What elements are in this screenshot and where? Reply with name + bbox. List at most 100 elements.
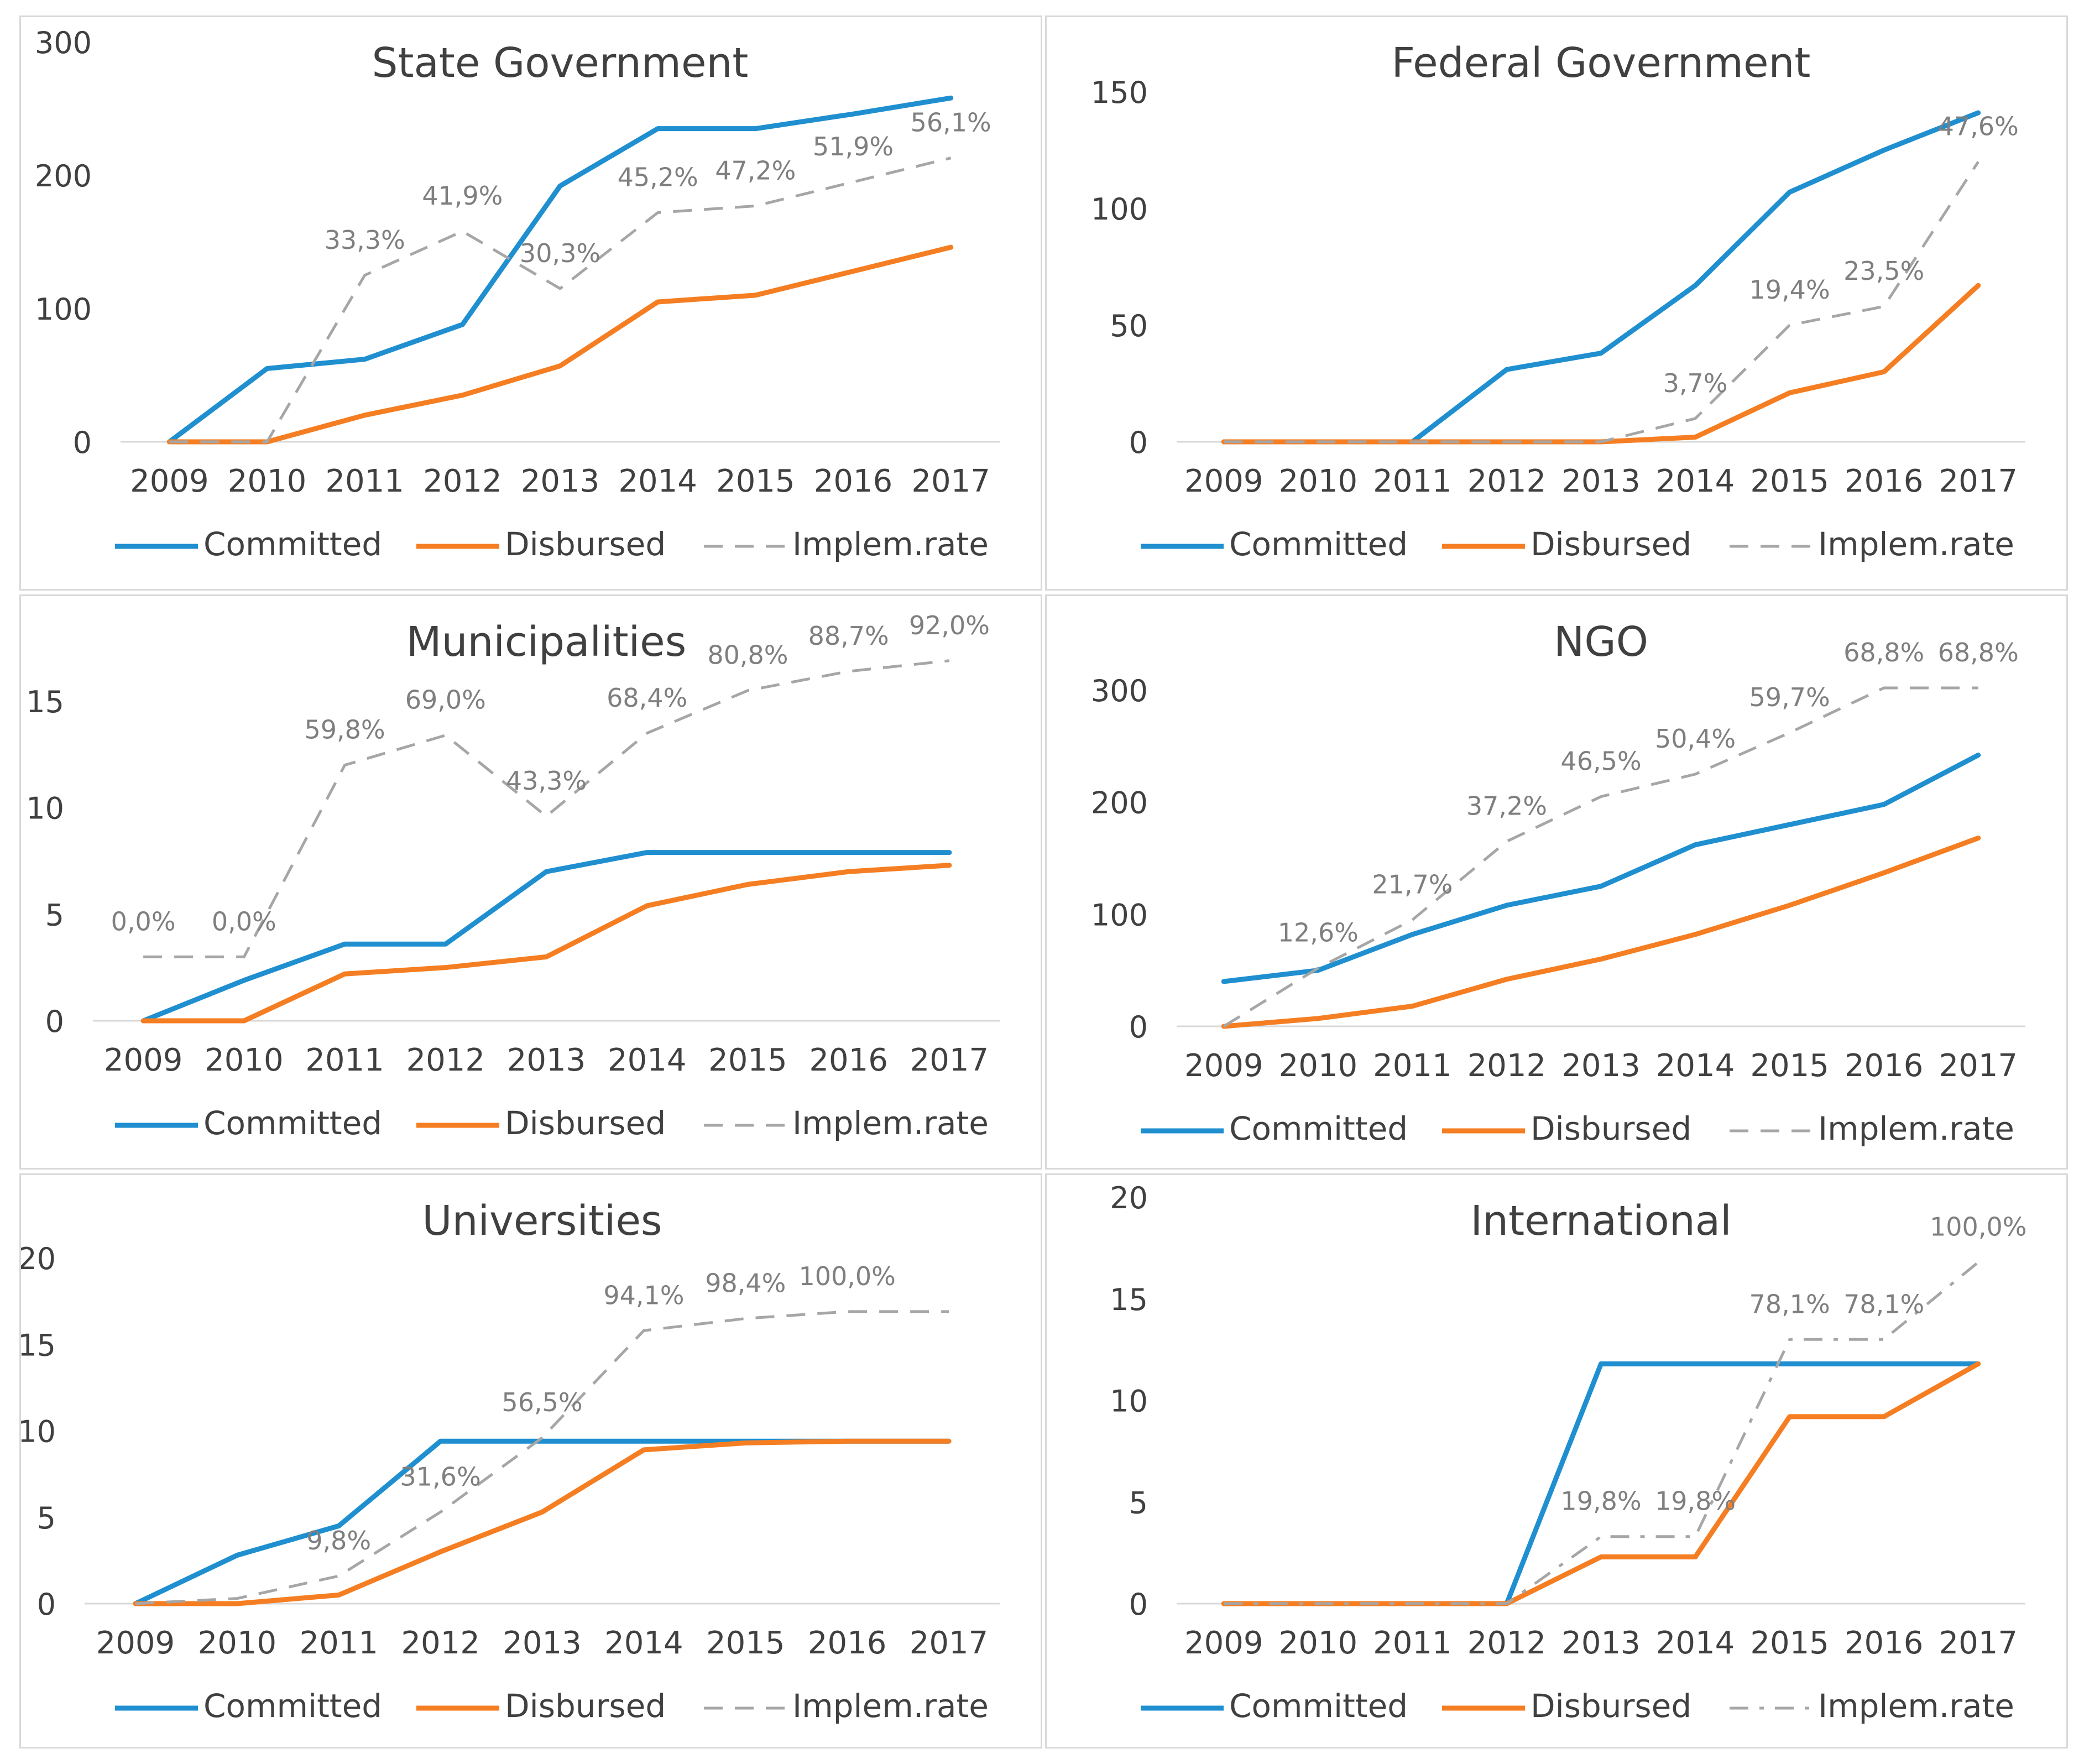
- x-tick-label: 2014: [604, 1625, 683, 1661]
- data-label: 47,6%: [1938, 112, 2019, 142]
- x-tick-label: 2016: [809, 1042, 888, 1078]
- x-tick-label: 2010: [198, 1625, 277, 1661]
- legend-label-disbursed: Disbursed: [1531, 1110, 1691, 1147]
- y-tick-label: 10: [26, 791, 64, 826]
- data-point-implem-rate: [1883, 305, 1885, 307]
- legend-label-disbursed: Disbursed: [1531, 525, 1691, 563]
- y-tick-label: 5: [37, 1501, 56, 1536]
- x-tick-label: 2014: [1656, 463, 1735, 499]
- data-label: 30,3%: [520, 238, 600, 268]
- chart-title: Municipalities: [406, 618, 687, 666]
- series-line-disbursed: [140, 863, 952, 1024]
- data-point-disbursed: [243, 1020, 245, 1022]
- data-point-disbursed: [445, 967, 447, 969]
- series-line-committed: [1221, 753, 1981, 984]
- y-tick-label: 10: [21, 1415, 56, 1449]
- data-point-implem-rate: [646, 732, 648, 734]
- data-point-disbursed: [1977, 837, 1979, 839]
- y-tick-label: 0: [73, 425, 92, 460]
- data-point-disbursed: [754, 294, 756, 296]
- data-point-disbursed: [1883, 871, 1885, 874]
- data-point-implem-rate: [1977, 1261, 1979, 1264]
- data-point-disbursed: [142, 1020, 144, 1022]
- x-tick-label: 2017: [911, 463, 990, 499]
- y-tick-label: 100: [1091, 192, 1148, 227]
- chart-title: State Government: [372, 39, 749, 87]
- data-point-committed: [1506, 368, 1508, 370]
- x-tick-label: 2012: [1467, 463, 1547, 499]
- data-point-disbursed: [440, 1551, 442, 1553]
- y-tick-label: 5: [45, 897, 64, 932]
- data-point-committed: [1694, 1363, 1696, 1365]
- data-point-implem-rate: [852, 181, 854, 183]
- data-point-disbursed: [852, 270, 854, 273]
- data-point-implem-rate: [461, 230, 463, 232]
- x-tick-label: 2015: [708, 1042, 787, 1078]
- data-label: 19,8%: [1655, 1486, 1736, 1516]
- data-point-implem-rate: [1223, 1603, 1225, 1605]
- data-point-implem-rate: [1694, 417, 1696, 420]
- data-point-committed: [1883, 803, 1885, 806]
- data-point-implem-rate: [744, 1317, 746, 1319]
- data-point-implem-rate: [1694, 1536, 1696, 1538]
- data-point-committed: [950, 97, 952, 99]
- data-point-committed: [1789, 1363, 1791, 1365]
- data-point-disbursed: [1694, 436, 1696, 439]
- data-point-implem-rate: [848, 670, 850, 672]
- x-tick-label: 2010: [205, 1042, 284, 1078]
- data-point-implem-rate: [559, 288, 561, 290]
- data-point-implem-rate: [168, 441, 170, 443]
- data-point-implem-rate: [1223, 441, 1225, 443]
- x-tick-label: 2011: [325, 463, 404, 499]
- data-point-implem-rate: [1694, 773, 1696, 775]
- data-point-disbursed: [1789, 392, 1791, 394]
- data-point-implem-rate: [1789, 324, 1791, 326]
- data-point-implem-rate: [948, 1311, 950, 1313]
- chart-panel-international: International 0 5 10 15 20 2009 2010 2011 2012 201…: [1045, 1173, 2068, 1749]
- series-line-disbursed: [166, 244, 954, 445]
- data-point-implem-rate: [950, 157, 952, 159]
- x-tick-label: 2012: [1467, 1625, 1547, 1661]
- series-line-committed: [133, 1438, 952, 1606]
- data-label: 41,9%: [422, 181, 503, 211]
- data-point-implem-rate: [1411, 918, 1413, 921]
- data-label: 37,2%: [1466, 791, 1547, 821]
- data-label: 88,7%: [808, 621, 889, 651]
- data-point-disbursed: [1317, 1017, 1319, 1020]
- data-point-committed: [1977, 754, 1979, 756]
- data-point-disbursed: [1883, 370, 1885, 373]
- data-label: 100,0%: [798, 1261, 895, 1291]
- legend-label-committed: Committed: [1229, 1687, 1408, 1725]
- data-point-implem-rate: [142, 956, 144, 958]
- data-label: 68,8%: [1843, 638, 1924, 667]
- data-label: 68,8%: [1938, 638, 2019, 667]
- data-label: 94,1%: [603, 1280, 684, 1310]
- data-point-committed: [440, 1440, 442, 1442]
- data-point-disbursed: [1506, 978, 1508, 980]
- data-point-disbursed: [643, 1449, 645, 1451]
- y-tick-label: 0: [45, 1004, 64, 1039]
- data-point-implem-rate: [236, 1598, 238, 1600]
- x-tick-label: 2016: [814, 463, 893, 499]
- y-tick-label: 0: [1129, 1587, 1148, 1622]
- legend-label-implem-rate: Implem.rate: [1818, 1687, 2014, 1725]
- data-point-disbursed: [1600, 958, 1602, 960]
- x-tick-label: 2017: [910, 1625, 989, 1661]
- x-tick-label: 2016: [1845, 1625, 1924, 1661]
- data-label: 3,7%: [1663, 368, 1728, 398]
- data-point-implem-rate: [1317, 441, 1319, 443]
- data-point-committed: [746, 852, 749, 854]
- x-tick-label: 2013: [1561, 463, 1641, 499]
- chart-panel-ngo: NGO 0 100 200 300 2009 2010 2011 2012 2013 2014 201…: [1045, 594, 2068, 1170]
- data-point-committed: [236, 1554, 238, 1557]
- data-point-implem-rate: [754, 205, 756, 207]
- data-label: 56,5%: [502, 1387, 582, 1417]
- data-point-implem-rate: [1411, 1603, 1413, 1605]
- y-tick-label: 15: [1110, 1282, 1148, 1317]
- legend-label-disbursed: Disbursed: [505, 525, 666, 563]
- legend-label-implem-rate: Implem.rate: [792, 1104, 989, 1142]
- x-tick-label: 2013: [521, 463, 600, 499]
- data-point-disbursed: [559, 365, 561, 367]
- data-point-disbursed: [236, 1603, 238, 1605]
- data-point-implem-rate: [338, 1575, 340, 1577]
